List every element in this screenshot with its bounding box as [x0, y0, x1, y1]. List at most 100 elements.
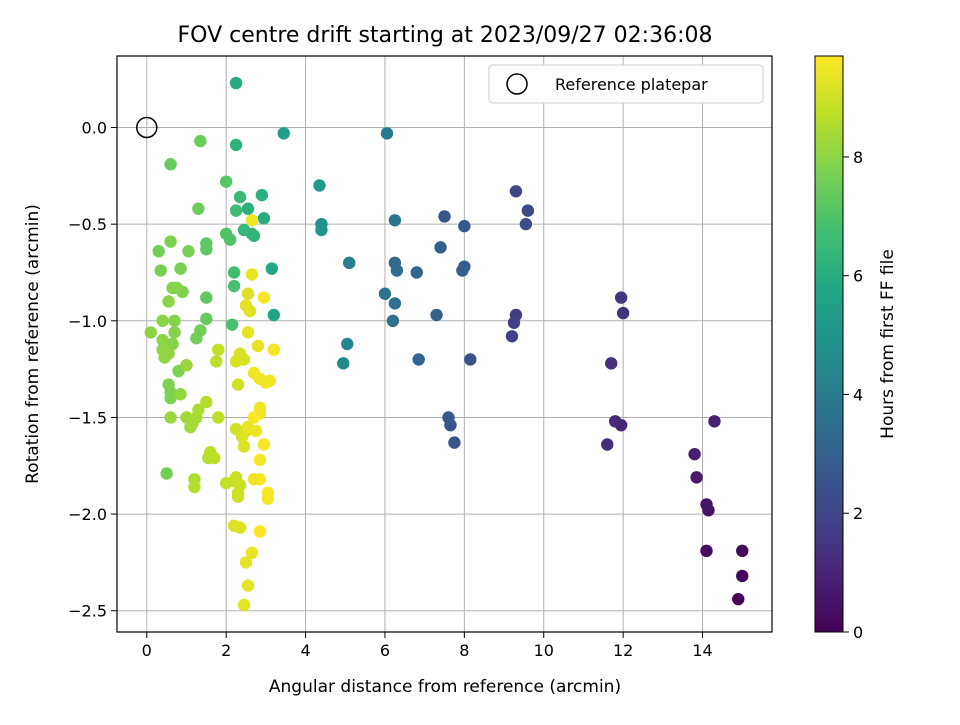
data-point — [380, 127, 394, 140]
data-point — [212, 343, 225, 356]
data-point — [448, 436, 461, 449]
colorbar-tick-label: 2 — [853, 504, 863, 523]
data-point — [412, 353, 425, 366]
data-point — [152, 245, 165, 258]
data-point — [241, 287, 255, 300]
x-axis-ticks: 0 2 4 6 8 10 12 14 — [142, 632, 713, 660]
data-point — [315, 223, 328, 237]
grid — [117, 56, 772, 632]
y-tick-label: −1.5 — [68, 408, 107, 427]
data-point — [162, 378, 175, 391]
data-point — [192, 202, 205, 215]
data-point — [144, 326, 157, 339]
data-point — [337, 357, 350, 370]
data-point — [261, 492, 275, 505]
data-point — [434, 241, 447, 254]
data-point — [378, 287, 392, 300]
data-point — [245, 268, 259, 281]
data-point — [156, 314, 169, 328]
data-point — [239, 556, 253, 569]
data-point — [732, 592, 745, 606]
data-point — [168, 326, 181, 339]
data-point — [507, 316, 521, 329]
data-point — [208, 451, 221, 465]
data-point — [237, 353, 251, 366]
data-point — [700, 498, 713, 511]
data-point — [267, 308, 281, 322]
data-point — [233, 521, 247, 534]
data-point — [200, 291, 213, 304]
reference-platepar-marker — [136, 116, 158, 139]
x-tick-label: 10 — [534, 641, 554, 660]
data-point — [386, 314, 400, 328]
colorbar-tick-label: 0 — [853, 623, 863, 642]
data-point — [736, 544, 749, 558]
data-point — [231, 490, 245, 503]
data-point — [736, 569, 749, 583]
data-point — [156, 343, 169, 356]
data-point — [200, 243, 213, 256]
x-tick-label: 6 — [380, 641, 390, 660]
data-point — [233, 190, 247, 204]
data-point — [237, 223, 251, 237]
data-points — [144, 76, 749, 612]
y-tick-label: 0.0 — [82, 119, 107, 138]
x-tick-label: 12 — [613, 641, 633, 660]
x-tick-label: 8 — [459, 641, 469, 660]
data-point — [343, 256, 356, 270]
legend-box — [488, 64, 764, 104]
x-axis-label: Angular distance from reference (arcmin) — [269, 677, 621, 697]
reference-marker-group — [136, 116, 158, 139]
data-point — [505, 330, 519, 343]
x-tick-label: 14 — [692, 641, 712, 660]
x-tick-label: 2 — [221, 641, 231, 660]
colorbar-tick-label: 6 — [853, 267, 863, 286]
data-point — [255, 188, 269, 202]
plot-frame — [116, 55, 773, 633]
data-point — [241, 202, 255, 215]
data-point — [456, 264, 469, 277]
data-point — [690, 471, 703, 484]
data-point — [241, 326, 255, 339]
data-point — [257, 438, 271, 451]
data-point — [229, 76, 243, 90]
data-point — [388, 214, 402, 227]
data-point — [245, 214, 259, 227]
data-point — [170, 281, 183, 295]
y-tick-label: −1.0 — [68, 312, 107, 331]
data-point — [341, 337, 354, 351]
data-point — [253, 453, 267, 467]
colorbar: 0 2 4 6 8 Hours from first FF file — [814, 55, 898, 642]
data-point — [688, 447, 701, 461]
data-point — [410, 266, 423, 279]
data-point — [390, 264, 404, 277]
data-point — [154, 264, 167, 277]
colorbar-label: Hours from first FF file — [878, 249, 898, 439]
data-point — [164, 158, 177, 171]
data-point — [241, 420, 255, 434]
colorbar-tick-label: 8 — [853, 148, 863, 167]
data-point — [237, 598, 251, 612]
data-point — [200, 312, 213, 326]
data-point — [521, 204, 535, 217]
data-point — [219, 227, 233, 241]
data-point — [267, 343, 281, 356]
plot-background — [117, 56, 772, 632]
data-point — [190, 332, 203, 345]
data-point — [277, 127, 290, 140]
data-point — [608, 415, 622, 428]
y-axis-ticks: 0.0 −0.5 −1.0 −1.5 −2.0 −2.5 — [68, 119, 117, 621]
data-point — [616, 306, 630, 320]
data-point — [263, 374, 277, 387]
data-point — [229, 138, 243, 152]
data-point — [210, 355, 223, 368]
data-point — [174, 388, 187, 401]
data-point — [247, 411, 261, 424]
data-point — [241, 579, 255, 592]
x-tick-label: 4 — [300, 641, 310, 660]
data-point — [225, 318, 239, 331]
data-point — [257, 291, 271, 304]
chart-title: FOV centre drift starting at 2023/09/27 … — [178, 23, 713, 48]
